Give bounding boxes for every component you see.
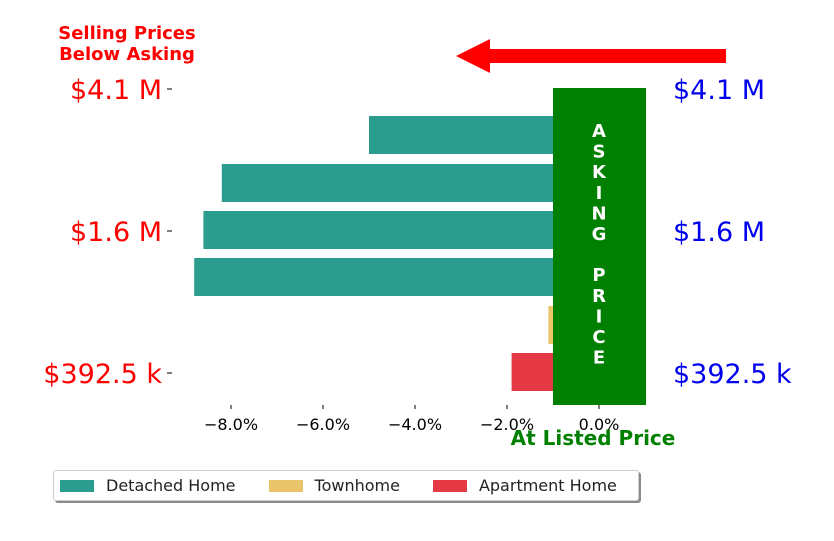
y-labels: $4.1 M $1.6 M $392.5 k $4.1 M $1.6 M $392.5 k — [43, 75, 792, 390]
asking-letter: I — [596, 306, 603, 327]
legend-item-apartment: Apartment Home — [432, 476, 617, 495]
legend-label-apartment: Apartment Home — [478, 476, 617, 495]
legend: Detached Home Townhome Apartment Home — [53, 470, 639, 501]
legend-swatch-townhome — [268, 479, 303, 492]
legend-label-townhome: Townhome — [314, 476, 400, 495]
left-y-label: $392.5 k — [43, 359, 162, 390]
x-tick-label: −2.0% — [480, 415, 534, 434]
asking-letter: K — [592, 162, 607, 183]
x-axis: −8.0% −6.0% −4.0% −2.0% 0.0% — [204, 405, 619, 434]
asking-letter: N — [591, 203, 606, 224]
left-y-label: $1.6 M — [70, 217, 162, 248]
note-line-2: Below Asking — [59, 44, 195, 65]
asking-letter: I — [596, 183, 603, 204]
arrow-shaft — [486, 49, 726, 63]
x-tick-label: −4.0% — [388, 415, 442, 434]
bar — [221, 164, 600, 202]
asking-letter: R — [592, 286, 606, 307]
legend-item-townhome: Townhome — [268, 476, 400, 495]
legend-swatch-apartment — [432, 479, 467, 492]
asking-letter: P — [592, 265, 605, 286]
asking-letter: E — [593, 348, 605, 369]
right-y-label: $392.5 k — [673, 359, 792, 390]
legend-swatch-detached — [60, 479, 94, 492]
asking-price-box — [553, 88, 646, 405]
legend-label-detached: Detached Home — [106, 476, 236, 495]
bar — [194, 258, 599, 296]
asking-letter: C — [592, 327, 605, 348]
right-y-label: $1.6 M — [673, 217, 765, 248]
at-listed-price-label: At Listed Price — [511, 426, 676, 450]
legend-item-detached: Detached Home — [60, 476, 236, 495]
x-tick-label: 0.0% — [579, 415, 620, 434]
bar — [203, 211, 599, 249]
asking-letter: S — [593, 142, 606, 163]
note-line-1: Selling Prices — [58, 23, 195, 44]
left-arrow — [456, 39, 726, 73]
x-tick-label: −6.0% — [296, 415, 350, 434]
asking-letter: A — [592, 121, 606, 142]
x-tick-label: −8.0% — [204, 415, 258, 434]
arrow-head — [456, 39, 490, 73]
bars-layer — [194, 116, 600, 391]
left-y-label: $4.1 M — [70, 75, 162, 106]
right-y-label: $4.1 M — [673, 75, 765, 106]
asking-letter: G — [592, 224, 607, 245]
